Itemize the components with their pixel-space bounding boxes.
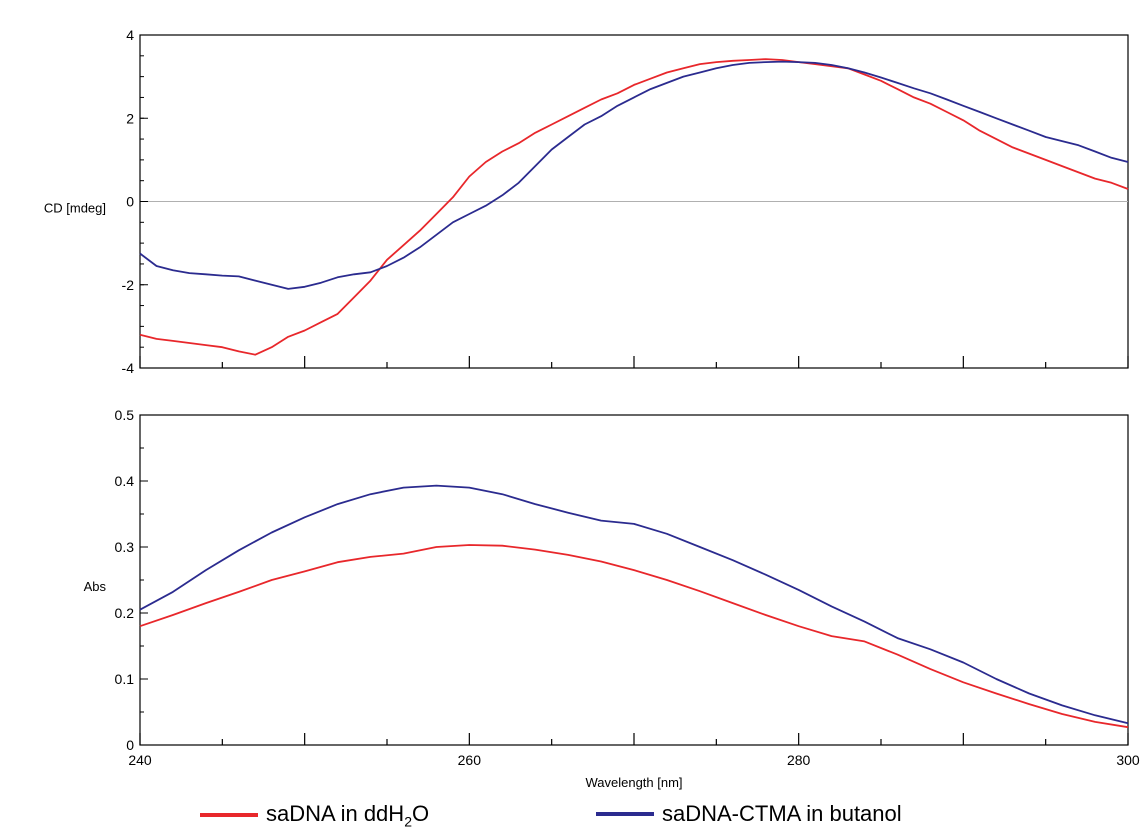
abs-x-tick-label: 260 bbox=[458, 752, 482, 768]
chart-legend: saDNA in ddH2O saDNA-CTMA in butanol bbox=[0, 795, 1141, 833]
cd-absorbance-chart: -4 -2 0 2 4 CD [mdeg] 0 0.1 0.2 0.3 0.4 0.5 240 260 28… bbox=[44, 27, 1140, 790]
cd-y-tick-label: -4 bbox=[122, 360, 135, 376]
legend-label-sadna-ctma: saDNA-CTMA in butanol bbox=[662, 801, 902, 826]
abs-y-tick-label: 0.3 bbox=[115, 539, 135, 555]
legend-label-sadna-water: saDNA in ddH2O bbox=[266, 801, 430, 830]
abs-y-tick-label: 0.5 bbox=[115, 407, 135, 423]
abs-y-tick-label: 0.1 bbox=[115, 671, 135, 687]
cd-y-tick-label: -2 bbox=[122, 277, 135, 293]
cd-series-sadna-water bbox=[139, 58, 1129, 356]
abs-y-tick-label: 0.2 bbox=[115, 605, 135, 621]
legend-item-sadna-water: saDNA in ddH2O bbox=[200, 801, 429, 829]
abs-y-tick-label: 0.4 bbox=[115, 473, 135, 489]
cd-y-tick-label: 2 bbox=[126, 110, 134, 126]
abs-x-axis-title: Wavelength [nm] bbox=[585, 775, 682, 790]
legend-swatch-blue bbox=[596, 812, 654, 816]
cd-series-sadna-ctma bbox=[139, 60, 1129, 290]
legend-swatch-red bbox=[200, 813, 258, 818]
abs-x-tick-label: 280 bbox=[787, 752, 811, 768]
abs-series-sadna-water bbox=[139, 544, 1129, 729]
abs-y-axis-title: Abs bbox=[84, 579, 107, 594]
cd-y-tick-label: 0 bbox=[126, 194, 134, 210]
abs-series-sadna-ctma bbox=[139, 484, 1129, 725]
abs-x-tick-label: 300 bbox=[1116, 752, 1140, 768]
abs-x-tick-label: 240 bbox=[128, 752, 152, 768]
abs-y-tick-label: 0 bbox=[126, 737, 134, 753]
legend-item-sadna-ctma: saDNA-CTMA in butanol bbox=[596, 801, 902, 827]
cd-y-axis-title: CD [mdeg] bbox=[44, 201, 106, 216]
cd-y-tick-label: 4 bbox=[126, 27, 134, 43]
abs-plot-frame bbox=[139, 414, 1129, 746]
